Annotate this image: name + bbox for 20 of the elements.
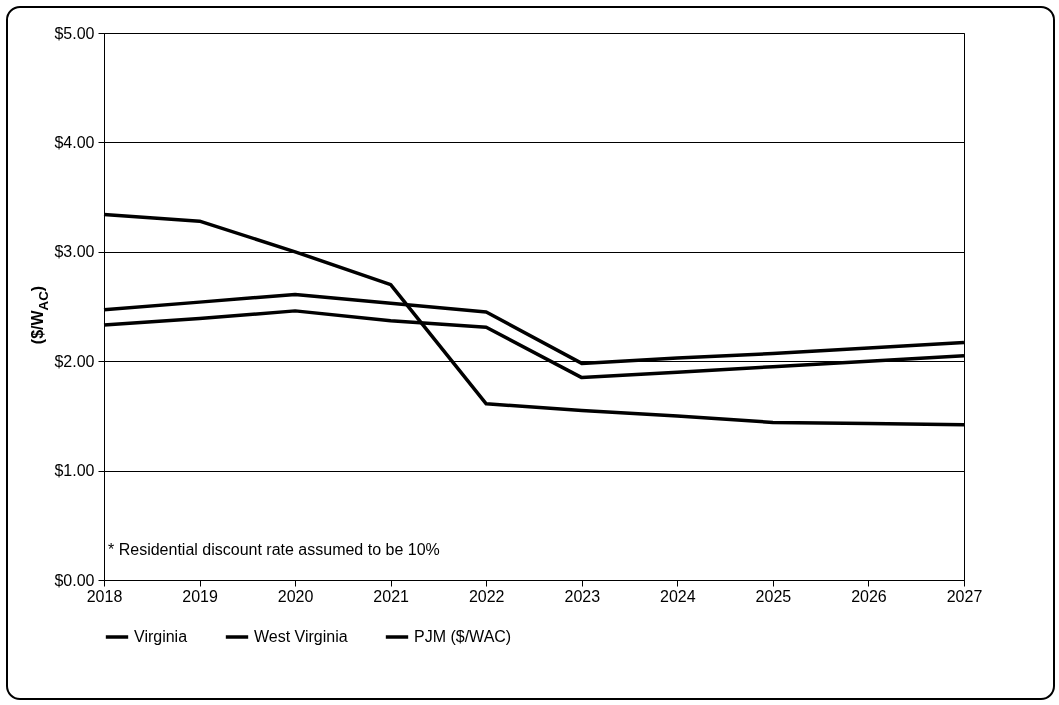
x-tick-label: 2022	[468, 587, 505, 605]
legend-label: Virginia	[134, 628, 188, 645]
x-tick-label: 2023	[564, 587, 601, 605]
legend-label: West Virginia	[254, 628, 348, 645]
x-tick-label: 2021	[373, 587, 410, 605]
x-tick-label: 2024	[660, 587, 696, 605]
x-tick-label: 2027	[946, 587, 983, 605]
y-tick-label: $1.00	[54, 462, 95, 480]
x-tick-label: 2025	[755, 587, 792, 605]
y-tick-label: $5.00	[54, 24, 95, 42]
y-tick-label: $3.00	[54, 243, 95, 261]
y-tick-label: $4.00	[54, 133, 95, 151]
y-tick-label: $2.00	[54, 352, 95, 370]
x-tick-label: 2018	[86, 587, 123, 605]
annotation: * Residential discount rate assumed to be 10%	[108, 541, 440, 558]
legend-label: PJM ($/WAC)	[414, 628, 512, 645]
y-tick-label: $0.00	[54, 571, 95, 589]
x-tick-label: 2019	[182, 587, 218, 605]
x-tick-label: 2020	[277, 587, 314, 605]
x-tick-label: 2026	[851, 587, 887, 605]
